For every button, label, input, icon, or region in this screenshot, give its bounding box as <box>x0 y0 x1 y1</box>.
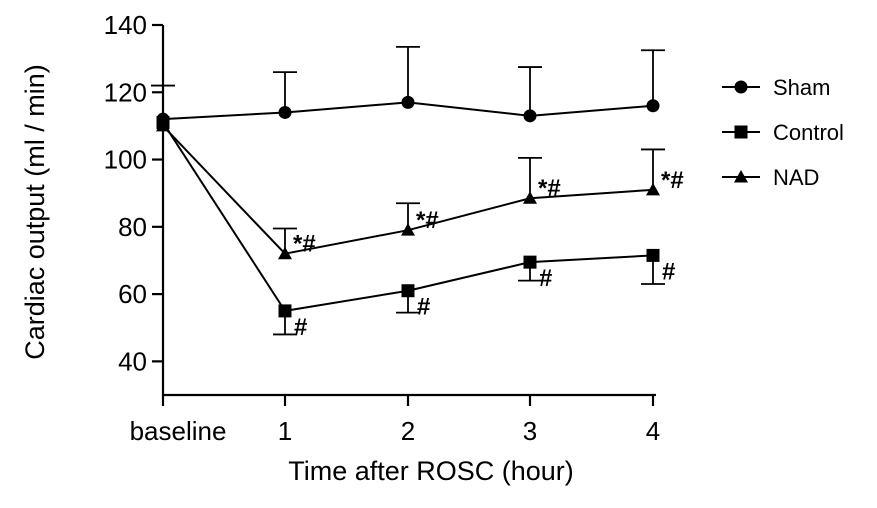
legend-marker <box>734 80 748 94</box>
data-point <box>401 95 415 109</box>
significance-label: *# <box>293 231 316 258</box>
legend: Sham Control NAD <box>722 75 844 190</box>
y-tick-label: 80 <box>118 212 147 242</box>
data-point <box>278 304 292 318</box>
x-axis: baseline 1 2 3 4 <box>130 393 660 446</box>
plot-area: # # # # *# *# *# *# <box>151 45 684 341</box>
legend-item-sham: Sham <box>722 75 830 100</box>
significance-label: *# <box>538 175 561 202</box>
significance-label: *# <box>416 207 439 234</box>
legend-label: NAD <box>773 165 819 190</box>
series-sham <box>151 45 665 126</box>
y-tick-label: 120 <box>104 77 147 107</box>
data-point <box>646 248 660 262</box>
y-tick-label: 100 <box>104 145 147 175</box>
data-point <box>523 255 537 269</box>
data-point <box>278 105 292 119</box>
legend-marker <box>734 125 748 139</box>
x-tick-label: 4 <box>646 416 660 446</box>
legend-item-control: Control <box>722 120 844 145</box>
y-axis-title: Cardiac output (ml / min) <box>20 64 50 360</box>
data-point <box>401 223 415 236</box>
significance-label: # <box>662 258 675 285</box>
significance-label: # <box>417 294 430 321</box>
y-tick-label: 60 <box>118 279 147 309</box>
data-point <box>646 99 660 113</box>
data-point <box>646 182 660 196</box>
data-point <box>523 191 537 204</box>
x-tick-label: baseline <box>130 416 227 446</box>
legend-marker <box>734 170 748 183</box>
x-tick-label: 1 <box>278 416 292 446</box>
legend-label: Sham <box>773 75 830 100</box>
data-point <box>278 246 292 260</box>
x-tick-label: 3 <box>523 416 537 446</box>
data-point <box>523 109 537 123</box>
significance-label: # <box>294 314 307 341</box>
x-axis-title: Time after ROSC (hour) <box>288 456 574 486</box>
significance-label: # <box>539 265 552 292</box>
y-axis: 40 60 80 100 120 140 <box>104 10 165 395</box>
data-point <box>401 284 415 298</box>
significance-label: *# <box>661 167 684 194</box>
y-tick-label: 140 <box>104 10 147 40</box>
legend-label: Control <box>773 120 844 145</box>
series-nad: *# *# *# *# <box>156 118 684 260</box>
legend-item-nad: NAD <box>722 165 819 190</box>
x-tick-label: 2 <box>401 416 415 446</box>
y-tick-label: 40 <box>118 346 147 376</box>
